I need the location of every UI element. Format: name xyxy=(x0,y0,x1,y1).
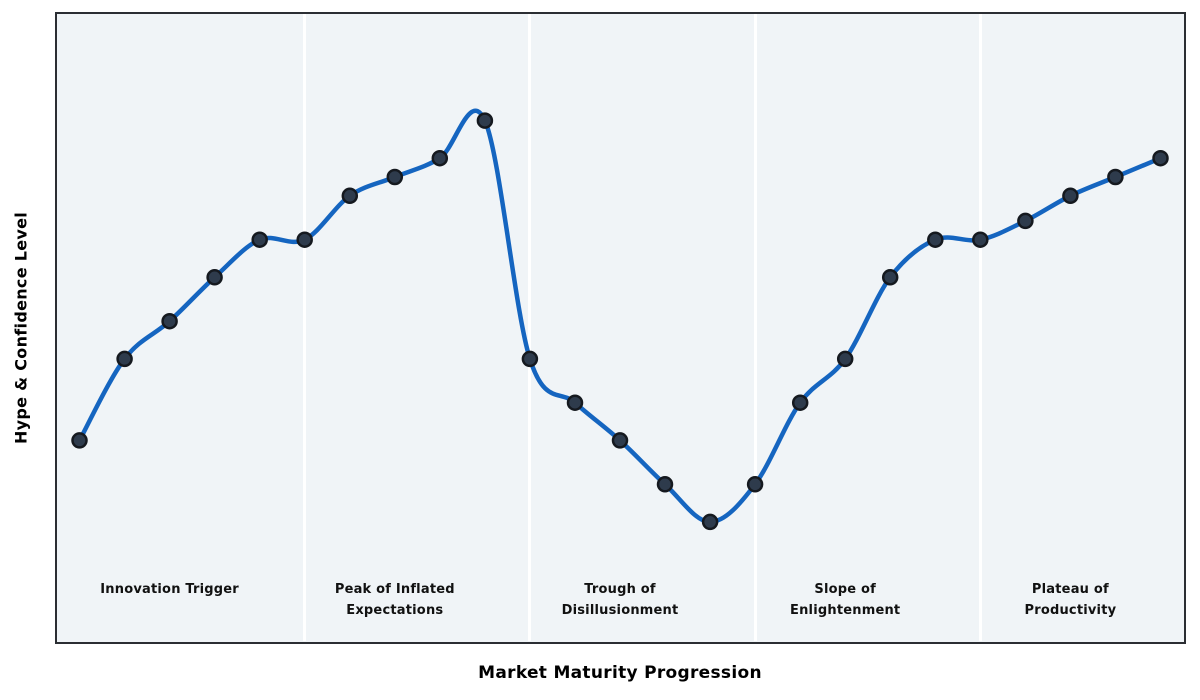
x-axis-label: Market Maturity Progression xyxy=(478,663,762,683)
phase-label-innovation-trigger: Innovation Trigger xyxy=(100,582,239,597)
phase-divider-3 xyxy=(753,14,757,641)
hype-curve-svg xyxy=(71,108,1169,531)
data-point-marker-16 xyxy=(791,394,809,411)
plot-area: Innovation Trigger Peak of Inflated Expect… xyxy=(55,12,1186,644)
data-point-marker-7 xyxy=(386,168,404,186)
phase-divider-2 xyxy=(528,14,532,641)
data-point-marker-5 xyxy=(296,231,313,248)
phase-divider-4 xyxy=(978,14,982,641)
data-point-marker-8 xyxy=(431,149,449,167)
data-point-marker-1 xyxy=(116,350,133,368)
phase-label-peak-of-inflated-expectations: Peak of Inflated Expectations xyxy=(334,582,455,618)
data-point-marker-22 xyxy=(1062,187,1079,205)
data-point-marker-14 xyxy=(701,513,719,531)
phase-divider-1 xyxy=(303,14,307,641)
data-point-marker-9 xyxy=(476,112,494,129)
data-point-marker-2 xyxy=(161,312,178,330)
phase-label-plateau-of-productivity: Plateau of Productivity xyxy=(1024,582,1117,618)
data-point-marker-6 xyxy=(341,187,359,205)
data-point-marker-23 xyxy=(1107,168,1124,186)
data-point-marker-19 xyxy=(927,231,944,248)
data-point-marker-24 xyxy=(1152,149,1169,167)
data-point-marker-21 xyxy=(1017,212,1034,230)
data-point-marker-17 xyxy=(836,350,854,368)
phase-label-slope-of-enlightenment: Slope of Enlightenment xyxy=(790,582,901,618)
hype-curve-line xyxy=(77,108,1163,525)
data-point-marker-12 xyxy=(611,432,629,449)
y-axis-label: Hype & Confidence Level xyxy=(11,211,31,445)
data-point-marker-15 xyxy=(746,476,764,493)
data-point-marker-4 xyxy=(251,231,268,248)
data-point-marker-20 xyxy=(972,231,989,248)
data-point-marker-18 xyxy=(881,269,899,286)
data-point-marker-11 xyxy=(566,394,584,411)
data-point-marker-0 xyxy=(71,432,88,449)
data-point-marker-10 xyxy=(521,350,539,368)
phase-label-trough-of-disillusionment: Trough of Disillusionment xyxy=(561,582,679,618)
data-point-marker-13 xyxy=(656,476,674,493)
data-point-marker-3 xyxy=(206,269,223,286)
